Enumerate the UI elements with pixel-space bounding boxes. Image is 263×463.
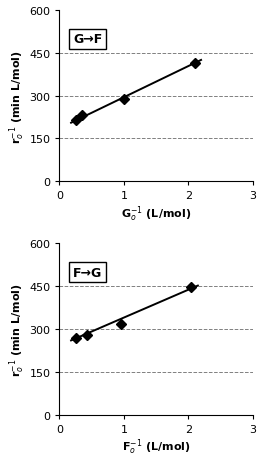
X-axis label: G$_o^{-1}$ (L/mol): G$_o^{-1}$ (L/mol) bbox=[121, 204, 191, 223]
Text: F→G: F→G bbox=[73, 266, 102, 279]
Y-axis label: r$_o^{-1}$ (min L/mol): r$_o^{-1}$ (min L/mol) bbox=[7, 50, 27, 143]
Text: G→F: G→F bbox=[73, 33, 102, 46]
Y-axis label: r$_o^{-1}$ (min L/mol): r$_o^{-1}$ (min L/mol) bbox=[7, 282, 27, 376]
X-axis label: F$_o^{-1}$ (L/mol): F$_o^{-1}$ (L/mol) bbox=[122, 437, 190, 456]
